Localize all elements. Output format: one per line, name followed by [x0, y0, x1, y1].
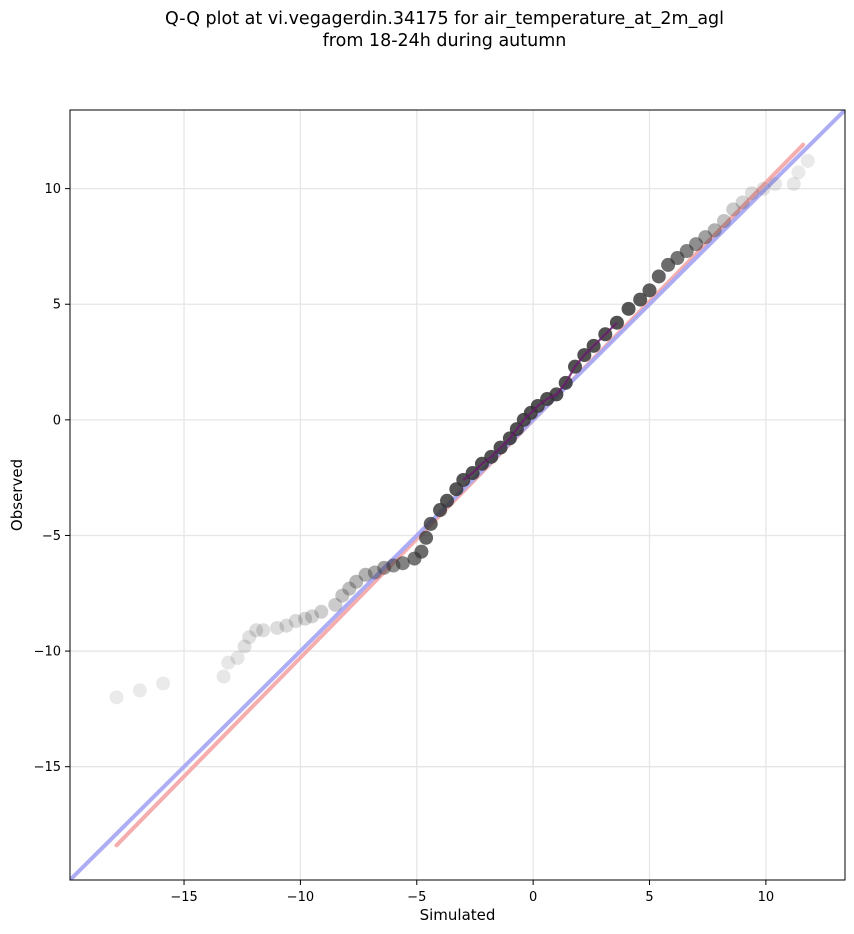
quantile-point: [621, 301, 636, 316]
x-tick-label: −10: [287, 890, 314, 905]
quantile-point: [242, 630, 257, 645]
quantile-point: [216, 669, 231, 684]
y-tick-label: 5: [53, 298, 61, 313]
chart-title: Q-Q plot at vi.vegagerdin.34175 for air_…: [164, 9, 725, 29]
quantile-point: [358, 567, 373, 582]
y-tick-label: 0: [53, 413, 61, 428]
quantile-point: [707, 223, 722, 238]
quantile-point: [689, 237, 704, 252]
y-tick-label: −5: [42, 529, 61, 544]
quantile-point: [230, 651, 245, 666]
quantile-point: [786, 176, 801, 191]
quantile-point: [440, 493, 455, 508]
x-axis-title: Simulated: [420, 906, 496, 924]
x-tick-label: −5: [407, 890, 426, 905]
quantile-point: [423, 516, 438, 531]
quantile-point: [698, 230, 713, 245]
quantile-point: [342, 581, 357, 596]
quantile-point: [279, 618, 294, 633]
quantile-point: [414, 544, 429, 559]
grid-lines: [70, 110, 845, 880]
quantile-point: [756, 181, 771, 196]
quantile-point: [791, 165, 806, 180]
quantile-point: [249, 623, 264, 638]
x-tick-label: −15: [170, 890, 197, 905]
quantile-point: [237, 639, 252, 654]
quantile-point: [109, 690, 124, 705]
x-tick-label: 10: [758, 890, 775, 905]
quantile-point: [726, 202, 741, 217]
quantile-point: [395, 556, 410, 571]
y-tick-label: −15: [34, 760, 61, 775]
x-tick-label: 5: [645, 890, 653, 905]
quantile-point: [288, 614, 303, 629]
quantile-point: [651, 269, 666, 284]
chart-subtitle: from 18-24h during autumn: [322, 31, 567, 51]
quantile-point: [768, 176, 783, 191]
quantile-point: [642, 283, 657, 298]
plot-frame: [69, 109, 846, 881]
quantile-point: [419, 530, 434, 545]
median-path: [462, 321, 618, 481]
y-tick-label: 10: [44, 182, 61, 197]
quantile-point: [367, 565, 382, 580]
quantile-point: [256, 623, 271, 638]
quantile-point: [716, 213, 731, 228]
quantile-point: [744, 186, 759, 201]
y-axis: −15 −10 −5 0 5 10: [34, 182, 70, 775]
quantile-point: [335, 588, 350, 603]
y-tick-label: −10: [34, 645, 61, 660]
quantile-point: [132, 683, 147, 698]
y-axis-title: Observed: [8, 459, 26, 531]
quantile-point: [800, 153, 815, 168]
quantile-point: [298, 611, 313, 626]
quantile-point: [305, 609, 320, 624]
x-axis: −15 −10 −5 0 5 10: [170, 880, 774, 905]
quantile-point: [633, 292, 648, 307]
quantile-point: [328, 597, 343, 612]
quantile-point: [314, 604, 329, 619]
quantile-point: [156, 676, 171, 691]
quantile-point: [221, 655, 236, 670]
quantile-point: [735, 195, 750, 210]
quantile-point: [349, 574, 364, 589]
x-tick-label: 0: [529, 890, 537, 905]
quantile-point: [270, 620, 285, 635]
median-segment: [462, 321, 618, 481]
quantile-points: [109, 153, 815, 705]
